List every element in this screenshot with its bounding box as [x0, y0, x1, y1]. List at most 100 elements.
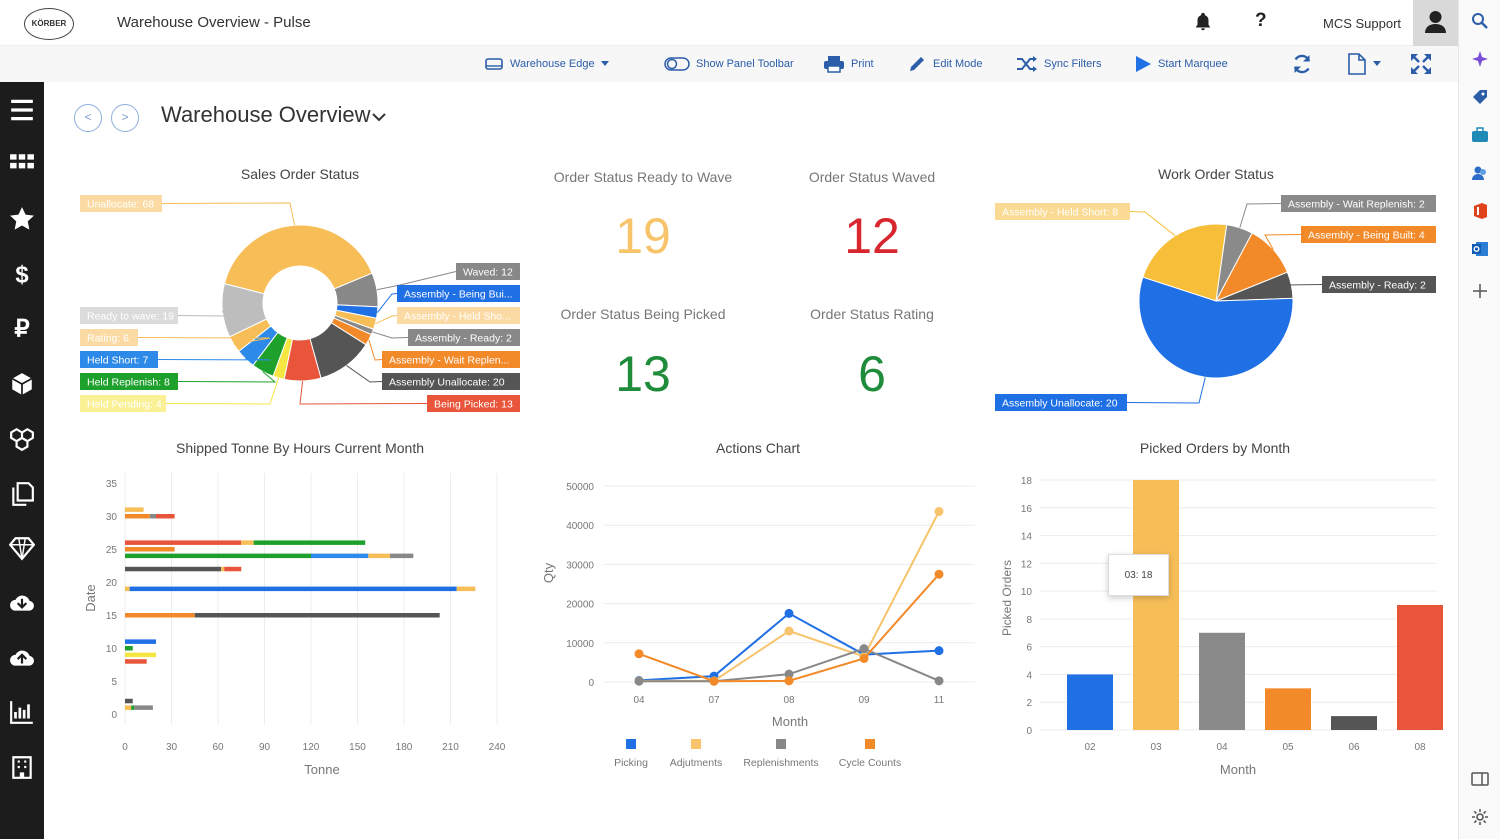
diamond-icon[interactable]	[8, 534, 36, 562]
settings-icon[interactable]	[1471, 808, 1489, 826]
warehouse-select[interactable]: Warehouse Edge	[484, 54, 609, 74]
boxes-icon[interactable]	[8, 425, 36, 453]
ruble-icon[interactable]: ₽	[8, 314, 36, 342]
slice-label: Ready to wave: 19	[80, 307, 178, 324]
legend-swatch	[865, 739, 875, 749]
slice-label: Assembly - Being Bui...	[397, 285, 520, 302]
tag-icon[interactable]	[1471, 88, 1489, 106]
pie-slice[interactable]	[1142, 223, 1228, 302]
forward-button[interactable]: >	[111, 104, 139, 132]
documents-icon[interactable]	[8, 480, 36, 508]
back-button[interactable]: <	[74, 104, 102, 132]
leader-line	[1126, 377, 1206, 404]
legend-swatch	[691, 739, 701, 749]
kpi-waved-value[interactable]: 12	[844, 208, 900, 264]
star-icon[interactable]	[8, 205, 36, 233]
cloud-download-icon[interactable]	[8, 588, 36, 616]
bar	[1067, 674, 1113, 730]
bar-segment	[125, 553, 311, 559]
data-point	[934, 676, 944, 686]
slice-label-bg	[1301, 226, 1436, 243]
bar-segment	[129, 586, 457, 592]
export-button[interactable]	[1347, 53, 1381, 75]
kpi-rating-value[interactable]: 6	[858, 346, 886, 402]
cloud-upload-icon[interactable]	[8, 643, 36, 671]
briefcase-icon[interactable]	[1471, 126, 1489, 144]
bar-segment	[125, 514, 150, 519]
x-tick-label: 150	[349, 742, 366, 753]
slice-label-text: Assembly Unallocate: 20	[389, 377, 505, 389]
sync-filters-label: Sync Filters	[1044, 58, 1102, 70]
edit-mode-button[interactable]: Edit Mode	[907, 54, 983, 74]
show-panel-toolbar-toggle[interactable]: Show Panel Toolbar	[664, 54, 794, 74]
slice-label: Rating: 6	[80, 329, 138, 346]
outlook-icon[interactable]	[1471, 240, 1489, 258]
y-tick-label: 18	[1021, 476, 1033, 487]
work-order-status-title: Work Order Status	[1158, 166, 1274, 182]
slice-label: Held Replenish: 8	[80, 373, 178, 390]
leader-line	[1284, 284, 1323, 286]
y-axis-label: Date	[83, 584, 98, 611]
pie-slice[interactable]	[1138, 276, 1294, 379]
kpi-waved-label: Order Status Waved	[808, 169, 936, 185]
data-point	[709, 676, 719, 686]
left-sidebar: $ ₽	[0, 82, 44, 839]
plus-icon[interactable]	[1471, 282, 1489, 300]
bar-segment	[125, 566, 222, 572]
right-app-bar	[1458, 0, 1500, 839]
avatar-icon[interactable]	[1413, 0, 1458, 46]
bell-icon[interactable]	[1192, 11, 1214, 33]
office-icon[interactable]	[1471, 202, 1489, 220]
slice-label: Assembly - Being Built: 4	[1301, 226, 1436, 243]
page-title[interactable]: Warehouse Overview	[161, 102, 387, 128]
grid-icon[interactable]	[8, 150, 36, 178]
print-button[interactable]: Print	[823, 54, 874, 74]
box-icon[interactable]	[8, 370, 36, 398]
building-icon[interactable]	[8, 753, 36, 781]
leader-line	[177, 371, 277, 383]
fullscreen-button[interactable]	[1410, 54, 1432, 74]
bar-segment	[156, 514, 175, 519]
y-tick-label: 10000	[566, 639, 594, 650]
people-icon[interactable]	[1471, 164, 1489, 182]
slice-label-text: Being Picked: 13	[434, 399, 513, 411]
slice-label: Assembly Unallocate: 20	[995, 394, 1127, 411]
data-point	[934, 646, 944, 656]
slice-label-text: Assembly - Being Bui...	[404, 289, 513, 301]
help-icon[interactable]: ?	[1255, 10, 1267, 31]
user-name[interactable]: MCS Support	[1323, 16, 1402, 31]
work-order-status-chart: Assembly - Held Short: 8 Assembly - Wait …	[995, 195, 1436, 411]
slice-label-text: Assembly Unallocate: 20	[1002, 398, 1118, 410]
dollar-icon[interactable]: $	[8, 260, 36, 288]
korber-logo[interactable]: KÖRBER	[24, 8, 74, 40]
start-marquee-button[interactable]: Start Marquee	[1134, 54, 1228, 74]
legend-label: Replenishments	[743, 757, 818, 769]
bar-chart-icon[interactable]	[8, 698, 36, 726]
x-tick-label: 09	[858, 695, 870, 706]
x-tick-label: 08	[1414, 742, 1426, 753]
refresh-button[interactable]	[1291, 54, 1313, 74]
bar	[1265, 688, 1311, 730]
pie-slice[interactable]	[221, 282, 268, 338]
pie-slice[interactable]	[223, 224, 373, 295]
menu-icon[interactable]	[8, 96, 36, 124]
data-point	[634, 649, 644, 659]
printer-icon	[824, 56, 844, 73]
app-title: Warehouse Overview - Pulse	[117, 14, 311, 31]
bar-segment	[125, 547, 175, 552]
bar	[1133, 480, 1179, 730]
search-icon[interactable]	[1471, 12, 1489, 30]
x-tick-label: 06	[1348, 742, 1360, 753]
sparkle-icon[interactable]	[1471, 50, 1489, 68]
kpi-being-picked-label: Order Status Being Picked	[560, 306, 726, 322]
panel-icon[interactable]	[1471, 770, 1489, 788]
kpi-being-picked-value[interactable]: 13	[615, 346, 671, 402]
sync-filters-button[interactable]: Sync Filters	[1016, 54, 1101, 74]
bar-segment	[125, 705, 132, 710]
bar	[1199, 632, 1245, 730]
y-tick-label: 25	[106, 545, 118, 556]
kpi-ready-to-wave-value[interactable]: 19	[615, 208, 671, 264]
bar-segment	[194, 613, 440, 618]
chart-tooltip: 03: 18	[1108, 554, 1169, 596]
y-tick-label: 16	[1021, 504, 1033, 515]
